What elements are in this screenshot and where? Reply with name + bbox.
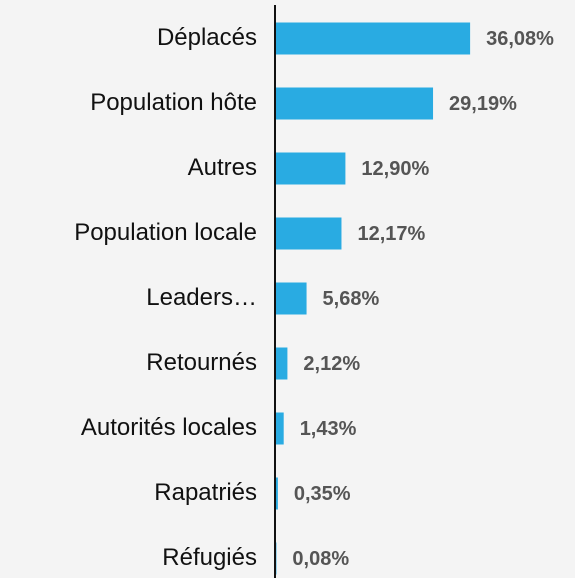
- bar: [276, 412, 284, 445]
- category-label: Autorités locales: [81, 414, 257, 441]
- bar: [276, 22, 471, 55]
- data-label: 2,12%: [303, 353, 360, 375]
- category-label: Autres: [188, 154, 257, 181]
- data-label: 36,08%: [486, 28, 554, 50]
- category-label: Population hôte: [90, 89, 257, 116]
- bar: [276, 87, 434, 120]
- bar: [276, 282, 307, 315]
- data-label: 12,17%: [357, 223, 425, 245]
- category-label: Population locale: [74, 219, 257, 246]
- category-label: Retournés: [146, 349, 257, 376]
- data-label: 1,43%: [300, 418, 357, 440]
- bar: [276, 217, 342, 250]
- data-label: 0,35%: [294, 483, 351, 505]
- category-label: Leaders…: [146, 284, 257, 311]
- bar: [276, 477, 278, 510]
- data-label: 29,19%: [449, 93, 517, 115]
- data-label: 12,90%: [361, 158, 429, 180]
- category-label: Rapatriés: [154, 479, 257, 506]
- category-label: Déplacés: [157, 24, 257, 51]
- data-label: 0,08%: [292, 548, 349, 570]
- data-label: 5,68%: [323, 288, 380, 310]
- bar: [276, 152, 346, 185]
- category-label: Réfugiés: [162, 544, 257, 571]
- bar: [276, 347, 288, 380]
